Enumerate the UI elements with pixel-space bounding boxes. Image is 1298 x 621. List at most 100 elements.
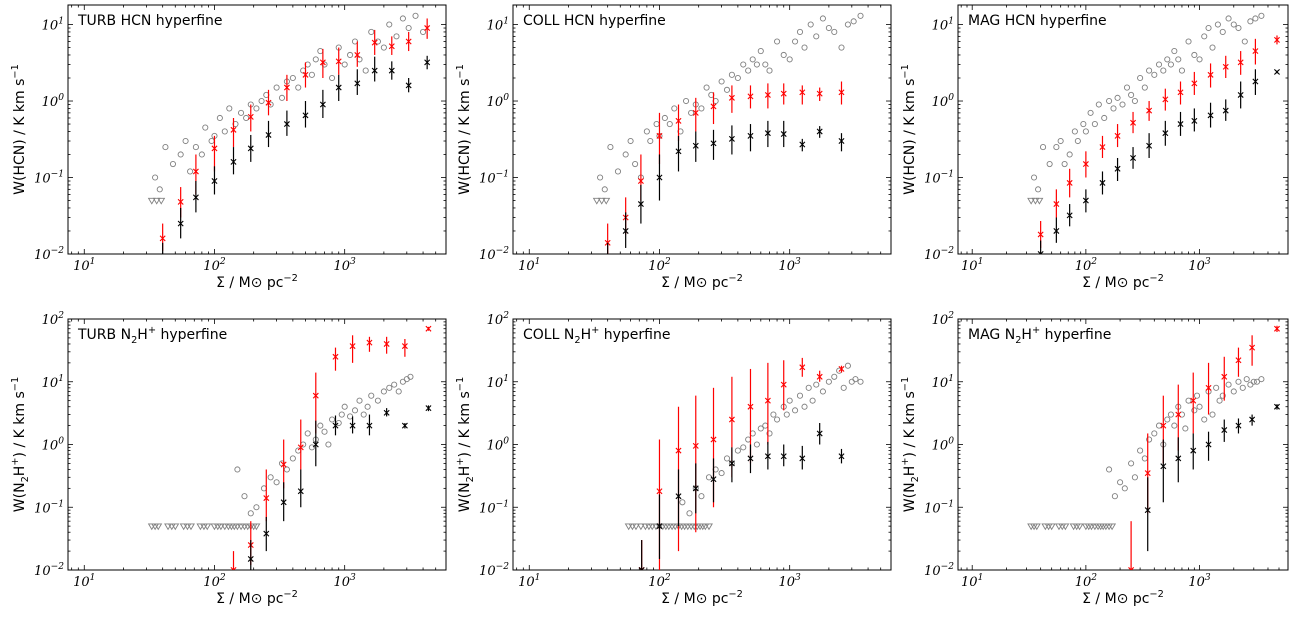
- data-layer: [1027, 325, 1280, 570]
- x-tick-label: 103: [1188, 257, 1211, 274]
- data-point-circle: [187, 168, 194, 175]
- data-point-circle: [774, 416, 781, 423]
- data-point-circle: [813, 381, 820, 388]
- data-point-x: [622, 227, 629, 234]
- plot-frame: [512, 4, 892, 255]
- y-tick-label: 102: [932, 311, 955, 328]
- series-open-triangle-down: [147, 197, 166, 205]
- data-point-x: [747, 455, 754, 462]
- data-point-circle: [243, 114, 250, 122]
- data-point-x: [1066, 212, 1073, 219]
- data-point-x: [1175, 411, 1182, 418]
- series-x: [638, 423, 845, 570]
- data-point-x: [230, 567, 237, 570]
- y-tick-label: 101: [932, 374, 954, 391]
- data-point-circle: [1131, 97, 1138, 105]
- data-point-x: [263, 495, 270, 502]
- data-point-x: [1252, 78, 1259, 85]
- data-point-x: [710, 436, 717, 443]
- data-point-x: [799, 89, 806, 96]
- data-point-upper-limit: [648, 523, 657, 531]
- data-point-x: [816, 373, 823, 380]
- x-tick-label: 101: [961, 257, 983, 274]
- data-point-circle: [766, 67, 773, 74]
- data-point-circle: [232, 120, 239, 128]
- data-point-circle: [597, 174, 604, 181]
- data-point-circle: [740, 444, 747, 451]
- data-point-x: [211, 145, 218, 152]
- data-point-x: [211, 178, 218, 184]
- data-point-upper-limit: [1108, 523, 1117, 531]
- y-axis: 10−2 10−1 100 101 102 W(N2H+) / K km s−1: [10, 311, 446, 579]
- x-axis: 101 102 103 Σ / M⊙ pc−2: [71, 319, 447, 607]
- data-point-circle: [399, 15, 406, 22]
- data-point-circle: [734, 74, 741, 82]
- data-point-circle: [805, 384, 812, 391]
- data-point-circle: [234, 466, 241, 473]
- series-open-circle: [1106, 376, 1265, 500]
- data-point-x: [780, 131, 787, 138]
- y-axis-label: W(N2H+) / K km s−1: [10, 377, 31, 512]
- x-axis: 101 102 103 Σ / M⊙ pc−2: [71, 5, 447, 291]
- data-point-circle: [850, 18, 857, 25]
- data-point-upper-limit: [704, 523, 713, 531]
- series-open-circle: [1030, 12, 1265, 193]
- data-point-circle: [247, 510, 254, 517]
- data-point-circle: [380, 44, 387, 51]
- panel-title: MAG HCN hyperfine: [968, 13, 1107, 29]
- data-point-x: [1237, 59, 1244, 66]
- data-point-x: [349, 422, 356, 429]
- data-point-upper-limit: [1041, 523, 1050, 531]
- data-point-circle: [838, 44, 845, 51]
- y-tick-label: 10−1: [924, 170, 954, 187]
- data-point-x: [1114, 132, 1121, 139]
- x-tick-label: 102: [648, 257, 671, 274]
- data-point-upper-limit: [597, 197, 606, 205]
- data-point-x: [764, 130, 771, 137]
- data-point-circle: [1046, 160, 1053, 168]
- panel-title: MAG N2H+ hyperfine: [968, 325, 1111, 346]
- series-open-triangle-down: [624, 523, 713, 531]
- y-axis-label: W(HCN) / K km s−1: [900, 64, 918, 195]
- y-axis: 10−2 10−1 100 101 W(HCN) / K km s−1: [455, 17, 891, 263]
- data-point-circle: [1030, 174, 1038, 181]
- y-axis-label: W(HCN) / K km s−1: [455, 64, 473, 195]
- data-point-circle: [1167, 61, 1174, 68]
- data-point-circle: [825, 24, 832, 32]
- data-point-circle: [1151, 71, 1158, 78]
- series-x: [604, 81, 845, 254]
- data-point-x: [247, 145, 254, 152]
- data-point-circle: [1201, 33, 1208, 40]
- data-point-x: [230, 158, 237, 165]
- data-point-circle: [1250, 378, 1257, 385]
- data-point-circle: [1178, 411, 1185, 418]
- data-point-x: [1221, 373, 1228, 380]
- data-point-circle: [1137, 447, 1144, 454]
- data-point-x: [764, 453, 771, 460]
- x-axis-label: Σ / M⊙ pc−2: [661, 273, 743, 291]
- data-point-x: [838, 453, 845, 460]
- data-point-circle: [728, 71, 735, 78]
- data-point-x: [247, 113, 254, 120]
- data-point-x: [247, 555, 254, 562]
- data-point-circle: [1213, 384, 1220, 391]
- data-point-circle: [783, 411, 790, 418]
- data-point-circle: [1057, 137, 1064, 145]
- series-open-circle: [679, 362, 864, 517]
- data-point-x: [388, 67, 395, 74]
- data-point-circle: [380, 388, 387, 395]
- data-point-upper-limit: [203, 523, 212, 531]
- data-point-circle: [831, 373, 838, 380]
- data-point-circle: [1106, 466, 1113, 473]
- y-tick-label: 10−1: [479, 170, 509, 187]
- data-point-x: [230, 126, 237, 133]
- data-point-x: [780, 381, 787, 388]
- data-point-circle: [1178, 67, 1185, 74]
- data-point-x: [1146, 107, 1153, 114]
- data-point-x: [401, 343, 408, 350]
- panel-title: TURB HCN hyperfine: [77, 13, 223, 29]
- data-point-circle: [1035, 186, 1042, 193]
- x-tick-label: 102: [1075, 257, 1098, 274]
- data-point-circle: [407, 373, 414, 380]
